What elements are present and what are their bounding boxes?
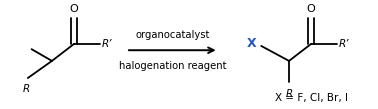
Text: R’: R’ — [339, 39, 350, 49]
Text: R: R — [285, 89, 293, 99]
Text: R’: R’ — [102, 39, 112, 49]
Text: organocatalyst: organocatalyst — [135, 30, 209, 40]
Text: O: O — [307, 4, 316, 14]
Text: R: R — [22, 84, 29, 94]
Text: O: O — [70, 4, 79, 14]
Text: halogenation reagent: halogenation reagent — [119, 61, 226, 71]
Text: X = F, Cl, Br, I: X = F, Cl, Br, I — [275, 93, 348, 103]
Text: X: X — [247, 37, 257, 50]
